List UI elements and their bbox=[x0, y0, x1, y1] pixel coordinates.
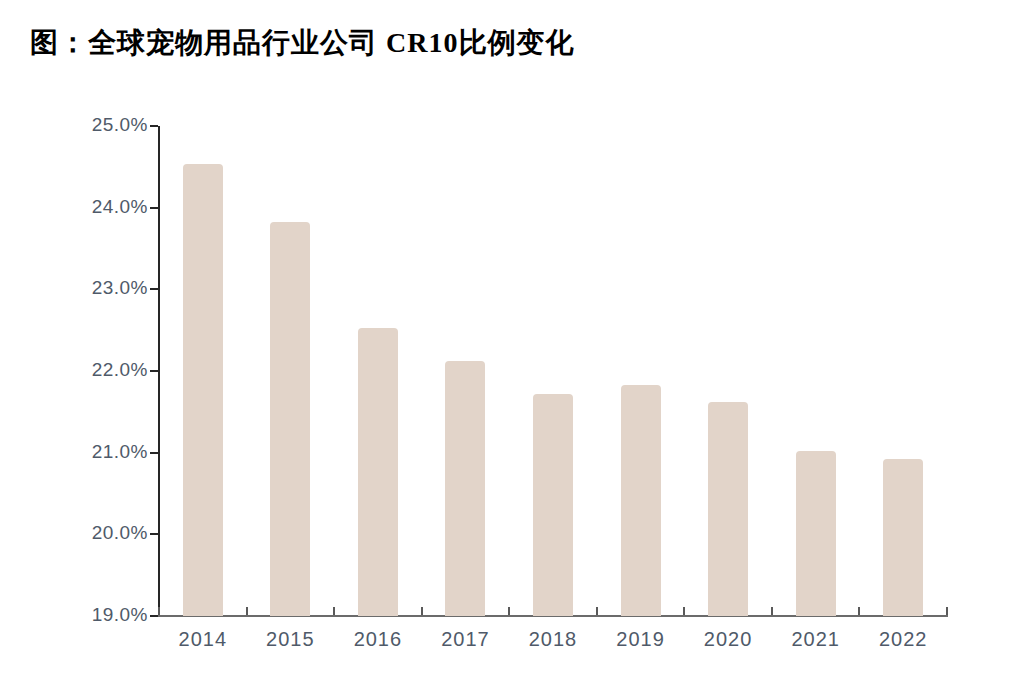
chart-figure: 图：全球宠物用品行业公司 CR10比例变化 19.0%20.0%21.0%22.… bbox=[0, 0, 1016, 676]
x-axis-label-2019: 2019 bbox=[597, 628, 685, 651]
bar-2018 bbox=[533, 394, 573, 616]
y-axis-tick bbox=[150, 207, 158, 209]
bar-2015 bbox=[270, 222, 310, 616]
y-axis-tick bbox=[150, 615, 158, 617]
bar-2014 bbox=[183, 164, 223, 616]
y-axis-tick bbox=[150, 370, 158, 372]
bar-2016 bbox=[358, 328, 398, 616]
x-axis-tick bbox=[596, 607, 598, 615]
y-axis-tick-label: 25.0% bbox=[84, 114, 148, 136]
bar-2020 bbox=[708, 402, 748, 616]
x-axis-tick bbox=[858, 607, 860, 615]
y-axis-line bbox=[158, 126, 160, 617]
y-axis-tick bbox=[150, 125, 158, 127]
y-axis-tick-label: 22.0% bbox=[84, 359, 148, 381]
bar-2021 bbox=[796, 451, 836, 616]
bar-2022 bbox=[883, 459, 923, 616]
bar-chart-plot-area: 19.0%20.0%21.0%22.0%23.0%24.0%25.0%20142… bbox=[0, 0, 1016, 676]
y-axis-tick bbox=[150, 452, 158, 454]
y-axis-tick-label: 24.0% bbox=[84, 196, 148, 218]
x-axis-tick bbox=[508, 607, 510, 615]
y-axis-tick bbox=[150, 533, 158, 535]
x-axis-tick bbox=[158, 607, 160, 615]
x-axis-tick bbox=[683, 607, 685, 615]
y-axis-tick-label: 21.0% bbox=[84, 441, 148, 463]
bar-2017 bbox=[445, 361, 485, 616]
x-axis-label-2016: 2016 bbox=[334, 628, 422, 651]
bar-2019 bbox=[621, 385, 661, 616]
y-axis-tick-label: 19.0% bbox=[84, 604, 148, 626]
y-axis-tick-label: 20.0% bbox=[84, 522, 148, 544]
x-axis-label-2022: 2022 bbox=[859, 628, 947, 651]
y-axis-tick bbox=[150, 288, 158, 290]
x-axis-tick bbox=[946, 607, 948, 615]
x-axis-label-2021: 2021 bbox=[772, 628, 860, 651]
x-axis-tick bbox=[421, 607, 423, 615]
x-axis-label-2014: 2014 bbox=[159, 628, 247, 651]
x-axis-tick bbox=[771, 607, 773, 615]
x-axis-tick bbox=[246, 607, 248, 615]
x-axis-label-2018: 2018 bbox=[509, 628, 597, 651]
x-axis-tick bbox=[333, 607, 335, 615]
x-axis-label-2015: 2015 bbox=[246, 628, 334, 651]
x-axis-label-2020: 2020 bbox=[684, 628, 772, 651]
x-axis-label-2017: 2017 bbox=[421, 628, 509, 651]
y-axis-tick-label: 23.0% bbox=[84, 277, 148, 299]
